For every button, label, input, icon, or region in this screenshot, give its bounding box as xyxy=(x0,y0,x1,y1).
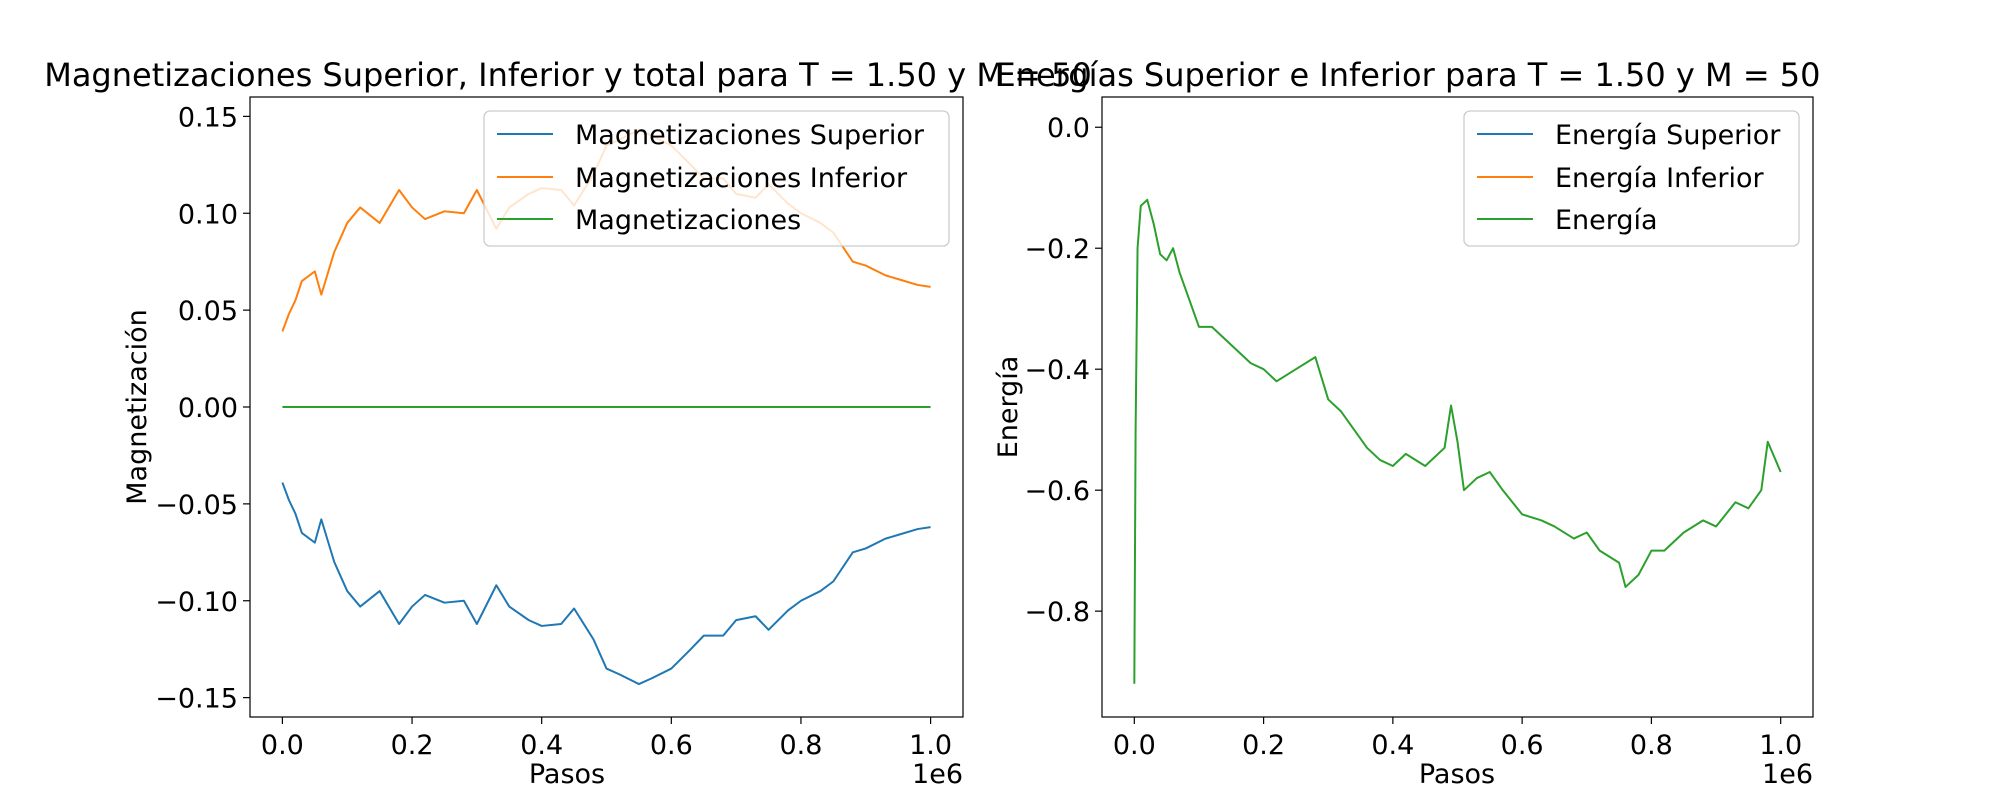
energy-legend: Energía Superior Energía Inferior Energí… xyxy=(1463,110,1800,247)
energy-xtick-label: 0.0 xyxy=(1113,730,1156,761)
magnetization-xtick-label: 0.2 xyxy=(391,730,434,761)
magnetization-ytick-label: 0.15 xyxy=(178,102,238,133)
magnetization-legend-box xyxy=(483,110,950,247)
energy-xtick-label: 0.8 xyxy=(1630,730,1673,761)
magnetization-panel: Magnetizaciones Superior, Inferior y tot… xyxy=(44,56,1092,790)
energy-axes-frame xyxy=(1101,96,1814,718)
energy-ytick-label: −0.8 xyxy=(1024,597,1090,628)
magnetization-xtick-label: 1.0 xyxy=(909,730,952,761)
energy-xtick-label: 1.0 xyxy=(1759,730,1802,761)
magnetization-ytick-label: −0.10 xyxy=(155,587,238,618)
energy-xtick-label: 0.4 xyxy=(1371,730,1414,761)
legend-label-superior: Magnetizaciones Superior xyxy=(575,120,925,151)
legend-label-energia-superior: Energía Superior xyxy=(1555,120,1781,151)
magnetization-ytick-label: −0.15 xyxy=(155,684,238,715)
energy-plot-area: 0.0 0.2 0.4 0.6 0.8 1.0 −0.8 −0.6 −0.4 −0.2 0.0 xyxy=(1024,113,1802,761)
energy-legend-box xyxy=(1463,110,1800,247)
energy-title: Energías Superior e Inferior para T = 1.… xyxy=(995,56,1820,94)
energy-xlabel: Pasos xyxy=(1419,759,1495,790)
legend-label-total: Magnetizaciones xyxy=(575,205,801,236)
energy-ylabel: Energía xyxy=(993,356,1024,459)
magnetization-ytick-label: 0.05 xyxy=(178,296,238,327)
energy-series-line-2 xyxy=(1133,198,1782,684)
magnetization-ytick-label: −0.05 xyxy=(155,490,238,521)
magnetization-xtick-label: 0.6 xyxy=(650,730,693,761)
magnetization-ylabel: Magnetización xyxy=(122,309,153,505)
magnetization-series-line-0 xyxy=(281,482,931,686)
energy-ytick-label: −0.6 xyxy=(1024,476,1090,507)
energy-ytick-label: 0.0 xyxy=(1047,113,1090,144)
legend-label-energia: Energía xyxy=(1555,205,1658,236)
magnetization-xtick-label: 0.4 xyxy=(520,730,563,761)
legend-label-energia-inferior: Energía Inferior xyxy=(1555,163,1764,194)
magnetization-legend: Magnetizaciones Superior Magnetizaciones… xyxy=(483,110,950,247)
energy-ytick-label: −0.2 xyxy=(1024,234,1090,265)
magnetization-title: Magnetizaciones Superior, Inferior y tot… xyxy=(44,56,1092,94)
legend-label-inferior: Magnetizaciones Inferior xyxy=(575,163,908,194)
magnetization-plot-area: 0.0 0.2 0.4 0.6 0.8 1.0 −0.15 −0.10 −0.05 0.00 0.0… xyxy=(155,102,952,761)
energy-x-offset: 1e6 xyxy=(1762,759,1813,790)
magnetization-x-offset: 1e6 xyxy=(912,759,963,790)
energy-xtick-label: 0.2 xyxy=(1242,730,1285,761)
magnetization-xtick-label: 0.8 xyxy=(779,730,822,761)
magnetization-xlabel: Pasos xyxy=(529,759,605,790)
energy-panel: Energías Superior e Inferior para T = 1.… xyxy=(993,56,1821,790)
magnetization-ytick-label: 0.10 xyxy=(178,199,238,230)
energy-xtick-label: 0.6 xyxy=(1501,730,1544,761)
magnetization-ytick-label: 0.00 xyxy=(178,393,238,424)
magnetization-xtick-label: 0.0 xyxy=(261,730,304,761)
magnetization-axes-frame xyxy=(249,96,964,718)
energy-ytick-label: −0.4 xyxy=(1024,355,1090,386)
